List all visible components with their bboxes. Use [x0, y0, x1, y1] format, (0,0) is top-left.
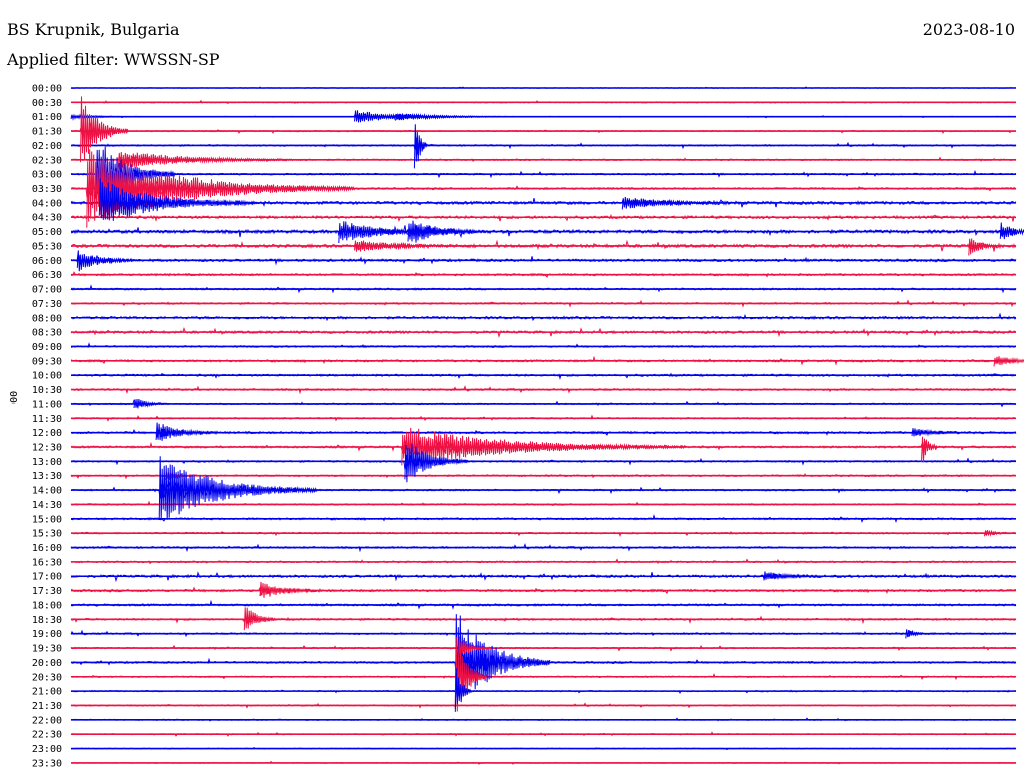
- trace-rows: [70, 86, 1017, 765]
- time-label-0830: 08:30: [32, 328, 62, 339]
- time-label-1530: 15:30: [32, 529, 62, 540]
- time-label-1830: 18:30: [32, 615, 62, 626]
- event-burst-18: [133, 399, 166, 409]
- event-burst-8: [98, 178, 258, 221]
- event-burst-25: [921, 436, 938, 463]
- time-label-1700: 17:00: [32, 572, 62, 583]
- time-label-1330: 13:30: [32, 471, 62, 482]
- time-label-2300: 23:00: [32, 744, 62, 755]
- time-label-1030: 10:30: [32, 385, 62, 396]
- time-label-0530: 05:30: [32, 241, 62, 252]
- time-label-1400: 14:00: [32, 486, 62, 497]
- time-label-0330: 03:30: [32, 184, 62, 195]
- event-burst-23: [404, 443, 469, 483]
- time-label-1300: 13:00: [32, 457, 62, 468]
- time-label-2100: 21:00: [32, 687, 62, 698]
- time-label-1100: 11:00: [32, 399, 62, 410]
- event-burst-14: [968, 238, 1001, 256]
- event-burst-16: [76, 250, 141, 272]
- event-burst-34: [984, 529, 1010, 537]
- event-burst-30: [454, 637, 488, 712]
- time-label-0730: 07:30: [32, 299, 62, 310]
- time-label-1000: 10:00: [32, 371, 62, 382]
- event-burst-31: [454, 668, 472, 712]
- event-burst-0: [70, 113, 150, 121]
- time-label-0400: 04:00: [32, 198, 62, 209]
- time-label-0630: 06:30: [32, 270, 62, 281]
- time-label-1800: 18:00: [32, 600, 62, 611]
- event-bursts: [70, 96, 1024, 712]
- time-label-1630: 16:30: [32, 557, 62, 568]
- event-burst-3: [80, 96, 129, 163]
- time-label-1200: 12:00: [32, 428, 62, 439]
- channel-axis-label: HHZ - 20000: [9, 391, 20, 404]
- time-label-2000: 20:00: [32, 658, 62, 669]
- event-burst-9: [621, 196, 749, 210]
- time-label-0200: 02:00: [32, 141, 62, 152]
- time-label-0930: 09:30: [32, 356, 62, 367]
- time-label-1230: 12:30: [32, 443, 62, 454]
- time-label-1500: 15:00: [32, 514, 62, 525]
- time-label-2130: 21:30: [32, 701, 62, 712]
- time-label-1130: 11:30: [32, 414, 62, 425]
- trace-0600: [70, 251, 1017, 266]
- channel-label-text: HHZ - 20000: [9, 391, 20, 404]
- trace-1300: [70, 455, 1017, 470]
- time-label-1900: 19:00: [32, 629, 62, 640]
- time-label-2330: 23:30: [32, 758, 62, 769]
- time-label-0030: 00:30: [32, 98, 62, 109]
- time-label-1930: 19:30: [32, 644, 62, 655]
- event-burst-11: [354, 240, 481, 252]
- time-label-0900: 09:00: [32, 342, 62, 353]
- event-burst-10: [338, 221, 466, 244]
- time-label-0500: 05:00: [32, 227, 62, 238]
- event-burst-21: [158, 456, 318, 521]
- time-label-2230: 22:30: [32, 730, 62, 741]
- event-burst-12: [413, 124, 428, 169]
- event-burst-7: [102, 155, 355, 219]
- filter-label: Applied filter: WWSSN-SP: [7, 50, 220, 69]
- station-title: BS Krupnik, Bulgaria: [7, 20, 180, 39]
- event-burst-4: [117, 151, 308, 170]
- time-label-0000: 00:00: [32, 84, 62, 95]
- event-burst-19: [155, 422, 220, 441]
- time-labels: 00:00 00:30 01:00 01:30 02:00 02:30 03:00 03:30…: [32, 84, 62, 770]
- time-label-0800: 08:00: [32, 313, 62, 324]
- event-burst-22: [401, 427, 686, 466]
- time-label-0100: 01:00: [32, 112, 62, 123]
- event-burst-29: [458, 636, 491, 660]
- time-label-0300: 03:00: [32, 170, 62, 181]
- event-burst-2: [395, 112, 522, 121]
- time-label-2030: 20:30: [32, 672, 62, 683]
- time-label-1730: 17:30: [32, 586, 62, 597]
- event-burst-24: [911, 428, 976, 437]
- time-label-2200: 22:00: [32, 715, 62, 726]
- time-label-1430: 14:30: [32, 500, 62, 511]
- time-label-0700: 07:00: [32, 285, 62, 296]
- trace-0300: [70, 165, 1017, 182]
- time-label-1600: 16:00: [32, 543, 62, 554]
- trace-0430: [70, 213, 1017, 222]
- time-label-0600: 06:00: [32, 256, 62, 267]
- date-label: 2023-08-10: [922, 20, 1015, 39]
- time-label-0130: 01:30: [32, 127, 62, 138]
- event-burst-17: [993, 356, 1024, 367]
- event-burst-33: [905, 629, 925, 639]
- event-burst-26: [259, 581, 324, 598]
- time-label-0230: 02:30: [32, 155, 62, 166]
- event-burst-28: [454, 614, 551, 709]
- event-burst-27: [243, 607, 277, 631]
- time-label-0430: 04:30: [32, 213, 62, 224]
- event-burst-13: [407, 220, 488, 243]
- event-burst-32: [763, 571, 828, 581]
